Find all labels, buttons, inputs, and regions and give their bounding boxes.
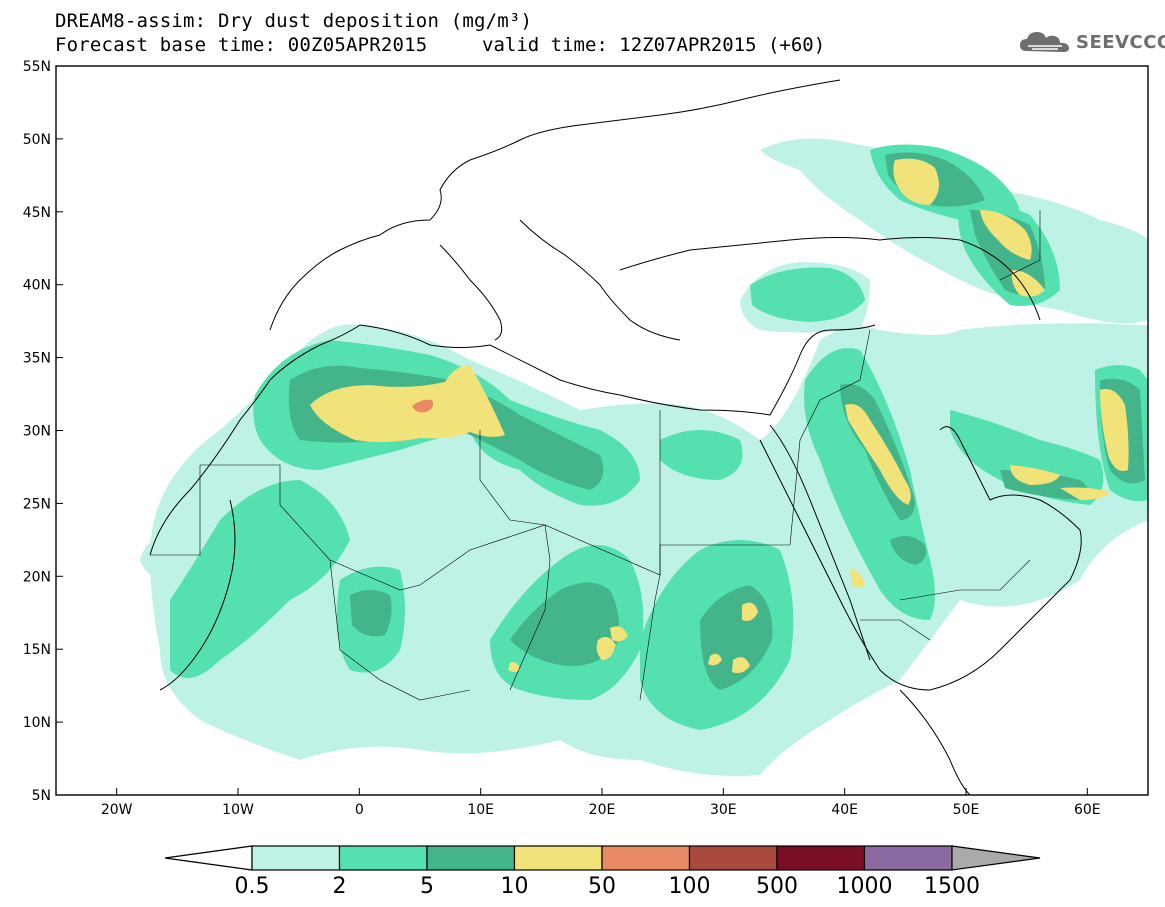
colorbar-lower-arrow: [164, 845, 253, 871]
lat-label: 25N: [23, 496, 51, 512]
colorbar-label: 5: [420, 874, 434, 899]
lat-label: 35N: [23, 351, 51, 367]
lon-label: 40E: [831, 802, 858, 818]
colorbar-swatch: [688, 845, 778, 871]
colorbar: 0.5 2 5 10 50 100 500 1000 1500: [164, 845, 1041, 899]
map-title: DREAM8-assim: Dry dust deposition (mg/m³…: [55, 10, 533, 32]
coastlines: [149, 79, 1082, 795]
lat-label: 5N: [32, 788, 51, 804]
lat-label: 50N: [23, 132, 51, 148]
lon-label: 30E: [710, 802, 737, 818]
lat-label: 55N: [23, 59, 51, 75]
colorbar-swatch: [338, 845, 428, 871]
lon-label: 50E: [953, 802, 980, 818]
valid-time: valid time: 12Z07APR2015 (+60): [482, 34, 826, 56]
lat-label: 15N: [23, 642, 51, 658]
colorbar-label: 1000: [837, 874, 893, 899]
colorbar-label: 50: [588, 874, 616, 899]
logo-text: SEEVCCC: [1076, 31, 1165, 53]
map-axes: 55N 50N 45N 40N 35N 30N 25N 20N 15N 10N 5N 20W 10W 0…: [23, 59, 1149, 818]
colorbar-swatch: [863, 845, 953, 871]
seevccc-logo: SEEVCCC: [1018, 28, 1165, 56]
lat-label: 40N: [23, 278, 51, 294]
colorbar-swatch: [776, 845, 866, 871]
colorbar-label: 500: [756, 874, 798, 899]
lat-label: 30N: [23, 424, 51, 440]
colorbar-swatch: [251, 845, 341, 871]
lon-label: 20W: [101, 802, 133, 818]
colorbar-upper-arrow: [951, 845, 1041, 871]
lat-label: 10N: [23, 715, 51, 731]
colorbar-label: 2: [333, 874, 347, 899]
colorbar-label: 10: [501, 874, 529, 899]
colorbar-swatch: [601, 845, 691, 871]
colorbar-swatch: [513, 845, 603, 871]
lon-label: 20E: [589, 802, 616, 818]
lon-label: 0: [355, 802, 364, 818]
colorbar-label: 1500: [924, 874, 980, 899]
forecast-base-time: Forecast base time: 00Z05APR2015: [55, 34, 428, 56]
lon-label: 10W: [222, 802, 254, 818]
cloud-logo-icon: [1020, 32, 1069, 52]
colorbar-label: 0.5: [235, 874, 270, 899]
lon-label: 10E: [467, 802, 494, 818]
country-borders: [150, 210, 1041, 701]
lat-label: 20N: [23, 569, 51, 585]
lon-label: 60E: [1074, 802, 1101, 818]
dust-deposition-field: [140, 79, 1148, 795]
colorbar-swatch: [426, 845, 516, 871]
lat-label: 45N: [23, 205, 51, 221]
colorbar-label: 100: [669, 874, 711, 899]
